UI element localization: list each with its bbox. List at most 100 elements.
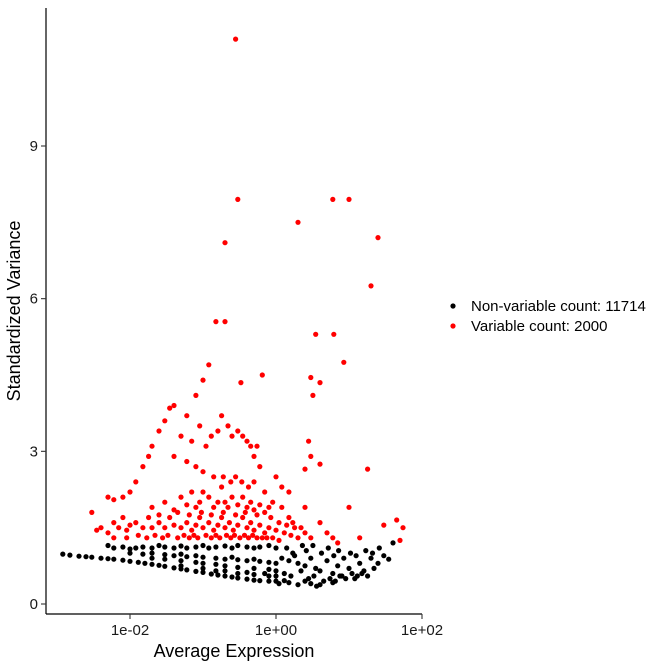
nonvariable-point-103	[330, 570, 336, 577]
variable-point-59	[211, 474, 217, 480]
nonvariable-point-13	[156, 562, 162, 568]
nonvariable-point-49	[235, 542, 241, 549]
nonvariable-point-70	[257, 558, 263, 564]
nonvariable-point-27	[257, 578, 263, 584]
nonvariable-point-41	[178, 543, 184, 549]
variable-point-99	[235, 522, 241, 528]
variable-point-114	[144, 535, 150, 541]
nonvariable-point-129	[390, 540, 396, 546]
variable-point-11	[368, 283, 374, 289]
variable-point-80	[146, 514, 152, 521]
variable-point-49	[240, 433, 246, 439]
variable-point-86	[178, 525, 184, 531]
variable-point-154	[229, 494, 235, 500]
variable-point-8	[330, 196, 336, 202]
variable-point-137	[270, 535, 276, 541]
nonvariable-point-57	[149, 550, 155, 556]
variable-point-77	[127, 522, 133, 528]
variable-point-82	[156, 520, 162, 526]
variable-point-38	[105, 494, 111, 500]
variable-point-68	[279, 504, 285, 510]
y-axis-title: Standardized Variance	[4, 221, 24, 402]
nonvariable-point-62	[193, 553, 199, 559]
nonvariable-point-90	[273, 573, 279, 579]
variable-point-3	[213, 319, 219, 325]
nonvariable-point-78	[213, 561, 219, 567]
nonvariable-point-3	[83, 554, 89, 560]
variable-point-30	[156, 428, 162, 434]
variable-point-27	[171, 402, 177, 409]
nonvariable-point-133	[303, 548, 309, 554]
variable-point-142	[178, 494, 184, 500]
variable-point-136	[264, 535, 270, 541]
variable-point-131	[241, 532, 248, 538]
nonvariable-point-71	[266, 559, 272, 565]
nonvariable-point-147	[295, 582, 301, 588]
variable-point-144	[189, 489, 195, 495]
nonvariable-point-32	[111, 545, 117, 551]
nonvariable-point-111	[281, 570, 287, 577]
variable-point-118	[175, 535, 181, 541]
variable-point-33	[140, 464, 146, 470]
nonvariable-point-122	[354, 573, 360, 579]
variable-point-35	[127, 489, 133, 495]
variable-point-76	[124, 527, 130, 533]
nonvariable-point-17	[184, 567, 190, 573]
variable-point-146	[197, 499, 203, 505]
nonvariable-point-136	[325, 545, 331, 551]
x-tick-label-1: 1e+00	[255, 622, 297, 639]
variable-point-162	[266, 504, 272, 510]
variable-point-125	[213, 532, 219, 538]
nonvariable-point-85	[200, 565, 206, 572]
variable-point-85	[171, 522, 177, 528]
nonvariable-point-76	[193, 559, 199, 565]
nonvariable-point-148	[302, 578, 308, 584]
nonvariable-point-94	[279, 555, 285, 561]
variable-point-103	[251, 527, 257, 533]
variable-point-168	[220, 509, 226, 515]
variable-point-108	[281, 530, 287, 536]
variable-point-36	[120, 494, 126, 500]
nonvariable-point-125	[371, 565, 377, 572]
nonvariable-point-31	[105, 542, 111, 549]
variable-point-189	[381, 522, 387, 528]
variable-point-13	[331, 331, 337, 337]
variable-point-150	[215, 499, 221, 505]
variable-point-139	[149, 504, 155, 510]
x-tick-label-0: 1e-02	[111, 622, 149, 639]
nonvariable-point-112	[288, 573, 294, 579]
variable-point-119	[181, 532, 187, 538]
variable-point-74	[116, 525, 122, 531]
nonvariable-point-43	[193, 544, 199, 550]
variable-point-5	[238, 380, 244, 386]
variable-point-63	[239, 479, 245, 485]
nonvariable-point-121	[349, 570, 355, 577]
nonvariable-point-97	[295, 560, 301, 566]
nonvariable-point-10	[135, 559, 141, 565]
variable-point-51	[248, 443, 254, 449]
variable-point-39	[178, 433, 184, 439]
nonvariable-point-56	[140, 551, 146, 557]
nonvariable-point-81	[251, 565, 257, 572]
variable-point-105	[262, 530, 268, 536]
x-tick-label-2: 1e+02	[401, 622, 443, 639]
nonvariable-point-14	[162, 563, 168, 569]
nonvariable-point-45	[206, 545, 212, 551]
variable-point-190	[394, 517, 400, 523]
variable-point-73	[111, 520, 117, 526]
variable-point-16	[317, 380, 323, 386]
nonvariable-point-116	[321, 578, 327, 584]
variable-point-45	[219, 413, 225, 419]
variable-point-10	[375, 235, 381, 241]
variable-point-58	[200, 469, 206, 475]
variable-point-64	[245, 484, 252, 490]
nonvariable-point-26	[251, 577, 257, 583]
variable-point-46	[225, 423, 231, 429]
variable-point-109	[288, 532, 294, 538]
variable-point-67	[270, 499, 276, 505]
variable-point-104	[257, 522, 263, 528]
variable-point-40	[189, 438, 195, 444]
variable-point-95	[219, 514, 225, 521]
variable-point-140	[162, 499, 168, 505]
nonvariable-point-18	[193, 568, 199, 575]
